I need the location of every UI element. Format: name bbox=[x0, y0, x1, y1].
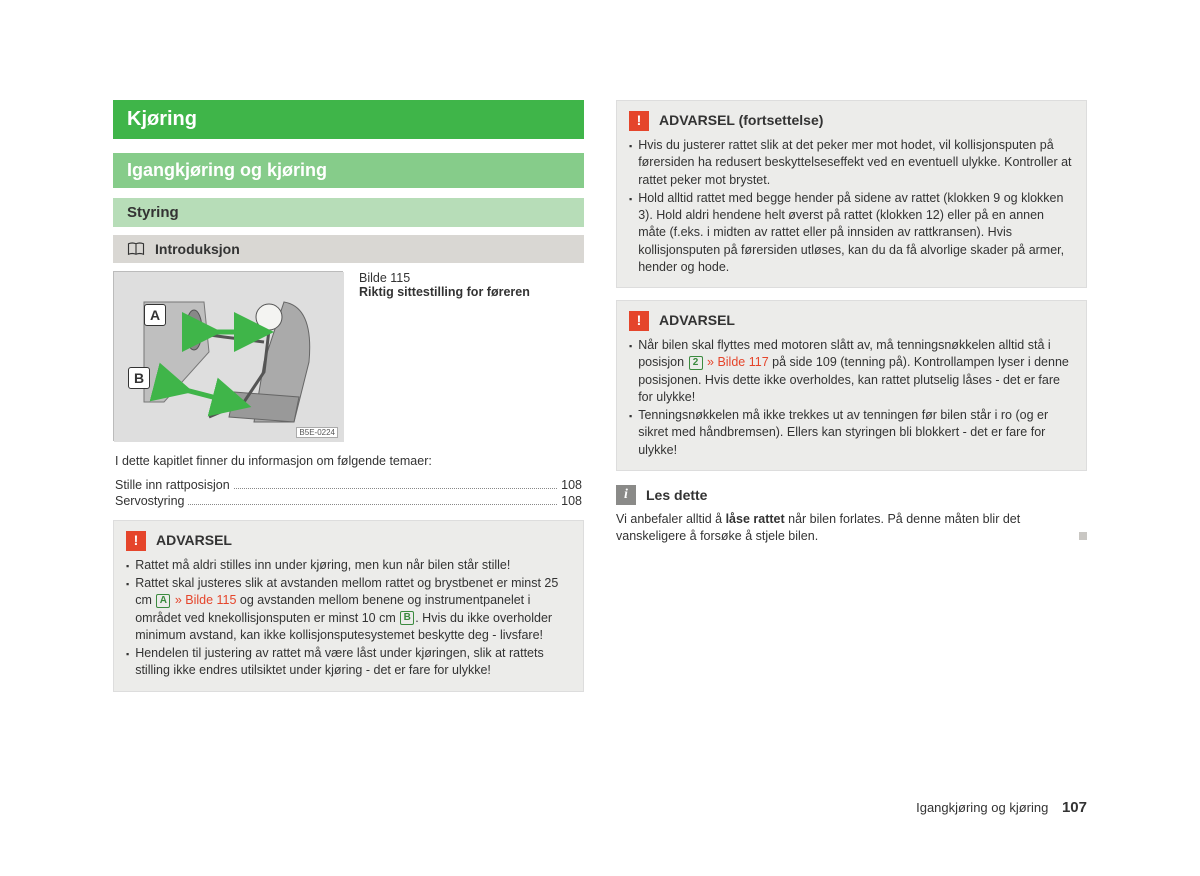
warning-title: ADVARSEL bbox=[659, 311, 735, 330]
warning-bullet: Rattet må aldri stilles inn under kjørin… bbox=[126, 557, 571, 574]
toc-entry: Servostyring 108 bbox=[115, 494, 582, 508]
section-heading: Igangkjøring og kjøring bbox=[113, 153, 584, 188]
figure-marker-b: B bbox=[128, 367, 150, 389]
intro-label: Introduksjon bbox=[155, 241, 240, 257]
left-column: Kjøring Igangkjøring og kjøring Styring … bbox=[113, 100, 584, 692]
figure-marker-a: A bbox=[144, 304, 166, 326]
figure-code: B5E-0224 bbox=[296, 427, 338, 438]
section-end-marker bbox=[1079, 532, 1087, 540]
warning-bullet: Rattet skal justeres slik at avstanden m… bbox=[126, 575, 571, 644]
toc-label: Servostyring bbox=[115, 494, 184, 508]
seat-diagram bbox=[114, 272, 344, 442]
ref-badge-a: A bbox=[156, 594, 170, 608]
warning-icon: ! bbox=[629, 311, 649, 331]
toc-page: 108 bbox=[561, 478, 582, 492]
toc-page: 108 bbox=[561, 494, 582, 508]
warning-bullet: Hvis du justerer rattet slik at det peke… bbox=[629, 137, 1074, 189]
page-footer: Igangkjøring og kjøring 107 bbox=[916, 799, 1087, 816]
warning-head: ! ADVARSEL (fortsettelse) bbox=[629, 111, 1074, 131]
warning-bullet: Hold alltid rattet med begge hender på s… bbox=[629, 190, 1074, 276]
manual-page: Kjøring Igangkjøring og kjøring Styring … bbox=[0, 0, 1200, 722]
info-icon: i bbox=[616, 485, 636, 505]
chapter-intro-text: I dette kapitlet finner du informasjon o… bbox=[115, 453, 582, 470]
warning-icon: ! bbox=[126, 531, 146, 551]
ref-badge-b: B bbox=[400, 611, 414, 625]
intro-bar: Introduksjon bbox=[113, 235, 584, 263]
figure-caption: Bilde 115 Riktig sittestilling for fører… bbox=[359, 271, 530, 441]
figure-illustration: A B B5E-0224 bbox=[113, 271, 343, 441]
chapter-heading: Kjøring bbox=[113, 100, 584, 139]
note-box: i Les dette Vi anbefaler alltid å låse r… bbox=[616, 485, 1087, 545]
toc-label: Stille inn rattposisjon bbox=[115, 478, 230, 492]
warning-bullet: Tenningsnøkkelen må ikke trekkes ut av t… bbox=[629, 407, 1074, 459]
toc-leader bbox=[188, 504, 557, 505]
toc-leader bbox=[234, 488, 557, 489]
warning-bullet: Hendelen til justering av rattet må være… bbox=[126, 645, 571, 680]
warning-head: ! ADVARSEL bbox=[126, 531, 571, 551]
figure-title: Riktig sittestilling for føreren bbox=[359, 285, 530, 299]
warning-title: ADVARSEL (fortsettelse) bbox=[659, 111, 823, 130]
book-icon bbox=[127, 242, 145, 256]
warning-title: ADVARSEL bbox=[156, 531, 232, 550]
figure-ref-link[interactable]: » Bilde 115 bbox=[171, 593, 236, 607]
warning-box-1: ! ADVARSEL Rattet må aldri stilles inn u… bbox=[113, 520, 584, 692]
figure-number: Bilde 115 bbox=[359, 271, 530, 285]
warning-box-2: ! ADVARSEL (fortsettelse) Hvis du juster… bbox=[616, 100, 1087, 288]
warning-head: ! ADVARSEL bbox=[629, 311, 1074, 331]
warning-icon: ! bbox=[629, 111, 649, 131]
ref-badge-2: 2 bbox=[689, 356, 703, 370]
right-column: ! ADVARSEL (fortsettelse) Hvis du juster… bbox=[616, 100, 1087, 692]
subsection-heading: Styring bbox=[113, 198, 584, 227]
warning-box-3: ! ADVARSEL Når bilen skal flyttes med mo… bbox=[616, 300, 1087, 471]
toc-entry: Stille inn rattposisjon 108 bbox=[115, 478, 582, 492]
warning-bullet: Når bilen skal flyttes med motoren slått… bbox=[629, 337, 1074, 406]
note-text: Vi anbefaler alltid å låse rattet når bi… bbox=[616, 511, 1087, 545]
footer-section: Igangkjøring og kjøring bbox=[916, 800, 1048, 815]
note-head: i Les dette bbox=[616, 485, 1087, 505]
note-title: Les dette bbox=[646, 487, 707, 503]
footer-page-number: 107 bbox=[1062, 799, 1087, 816]
figure-ref-link[interactable]: » Bilde 117 bbox=[704, 355, 769, 369]
figure-row: A B B5E-0224 Bilde 115 Riktig sittestill… bbox=[113, 271, 584, 441]
